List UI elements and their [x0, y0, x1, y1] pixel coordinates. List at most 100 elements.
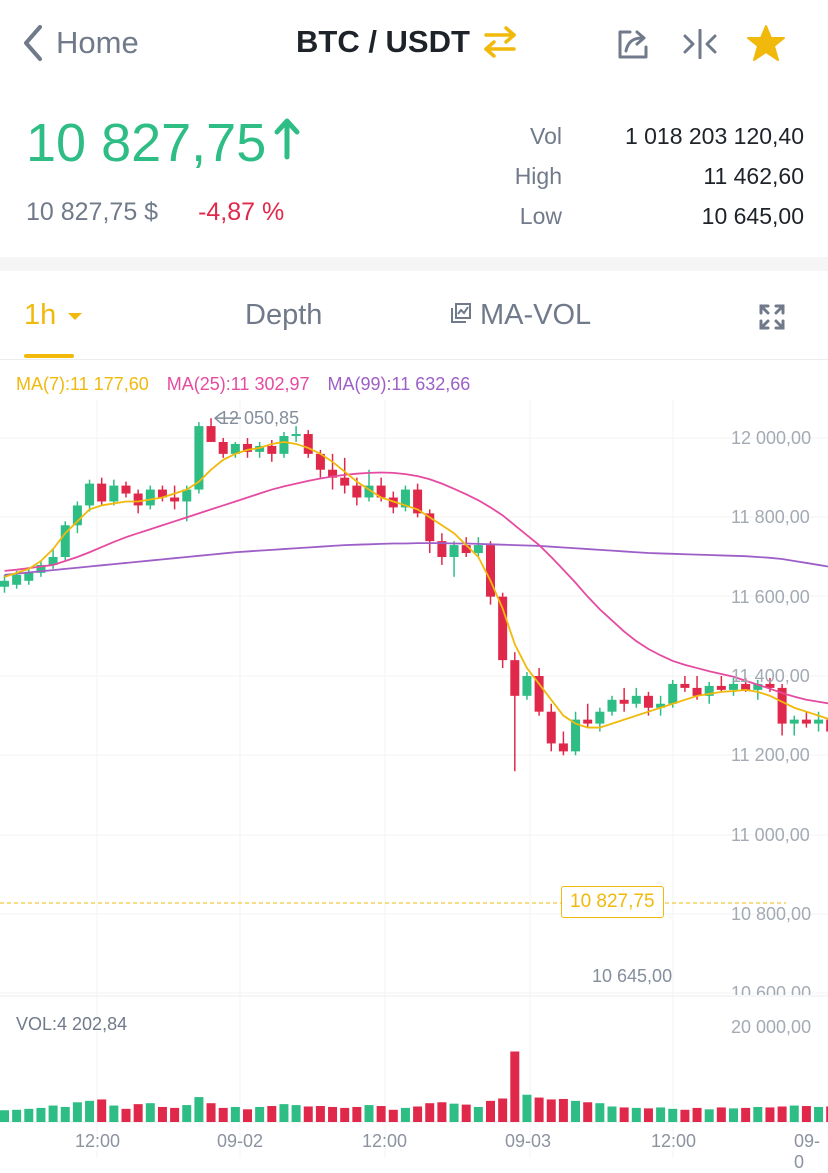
candle-body: [547, 712, 556, 744]
candle-body: [632, 696, 641, 704]
stat-label: High: [514, 163, 562, 190]
candle-body: [717, 686, 726, 690]
ma99-line: [5, 543, 828, 583]
volume-bar: [158, 1107, 167, 1122]
volume-bar: [36, 1108, 45, 1122]
volume-axis-label: 20 000,00: [731, 1017, 811, 1038]
volume-bar: [413, 1106, 422, 1122]
interval-label: 1h: [24, 299, 56, 331]
candle-body: [146, 490, 155, 506]
x-axis-label: 09-0: [794, 1131, 828, 1173]
volume-bar: [753, 1107, 762, 1122]
candle-body: [109, 486, 118, 502]
candle-body: [122, 486, 131, 494]
volume-bar: [814, 1107, 823, 1122]
volume-bar: [705, 1109, 714, 1122]
volume-bar: [474, 1107, 483, 1122]
volume-bar: [425, 1103, 434, 1122]
current-price-tag: 10 827,75: [561, 886, 664, 918]
pair-label: BTC / USDT: [296, 24, 470, 60]
volume-bar: [559, 1099, 568, 1122]
volume-bar: [729, 1108, 738, 1122]
volume-bar: [693, 1108, 702, 1122]
stat-label: Vol: [514, 123, 562, 150]
tab-depth[interactable]: Depth: [245, 299, 322, 332]
candle-body: [522, 676, 531, 696]
volume-bar: [510, 1052, 519, 1123]
ma25-label: MA(25):11 302,97: [167, 374, 310, 395]
candle-body: [352, 486, 361, 498]
volume-bar: [255, 1107, 264, 1122]
x-axis-label: 12:00: [75, 1131, 120, 1152]
y-axis-label: 11 400,00: [731, 666, 810, 687]
share-icon[interactable]: [616, 27, 650, 61]
candle-body: [12, 575, 21, 585]
candle-body: [267, 446, 276, 454]
candle-body: [583, 720, 592, 724]
change-percent: -4,87 %: [198, 198, 284, 227]
candle-body: [24, 573, 33, 581]
y-axis-label: 10 800,00: [731, 904, 811, 925]
stat-label: Low: [514, 203, 562, 230]
volume-bar: [49, 1106, 58, 1122]
volume-bar: [547, 1099, 556, 1122]
volume-bar: [304, 1106, 313, 1122]
volume-bar: [231, 1107, 240, 1122]
volume-bar: [352, 1107, 361, 1122]
compare-icon[interactable]: [682, 29, 718, 59]
x-axis-label: 09-03: [505, 1131, 551, 1152]
volume-bar: [85, 1101, 94, 1122]
stat-high: High 11 462,60: [514, 156, 804, 196]
fullscreen-icon[interactable]: [759, 304, 785, 330]
price-sub-row: 10 827,75 $ -4,87 %: [26, 198, 284, 227]
candle-body: [510, 660, 519, 696]
volume-bar: [583, 1102, 592, 1122]
candle-body: [790, 720, 799, 724]
candle-body: [207, 426, 216, 442]
candle-body: [134, 494, 143, 506]
candle-body: [535, 676, 544, 712]
x-axis-label: 12:00: [362, 1131, 407, 1152]
candle-body: [802, 720, 811, 724]
ma-legend: MA(7):11 177,60 MA(25):11 302,97 MA(99):…: [16, 374, 470, 395]
arrow-up-icon: [274, 112, 300, 174]
volume-bar: [778, 1106, 787, 1122]
pair-title[interactable]: BTC / USDT: [296, 24, 518, 60]
candlestick-chart[interactable]: [0, 400, 828, 1158]
back-button[interactable]: Home: [22, 24, 139, 62]
y-axis-label: 12 000,00: [731, 428, 811, 449]
tab-interval[interactable]: 1h: [24, 299, 82, 332]
indicator-icon: [450, 299, 472, 332]
y-axis-label: 11 800,00: [731, 507, 810, 528]
last-price: 10 827,75: [26, 112, 300, 174]
volume-bar: [680, 1110, 689, 1122]
candle-body: [450, 545, 459, 557]
volume-bar: [668, 1109, 677, 1122]
fiat-price: 10 827,75 $: [26, 198, 158, 227]
candle-body: [340, 478, 349, 486]
volume-bar: [267, 1106, 276, 1122]
candle-body: [0, 581, 9, 587]
volume-bar: [802, 1106, 811, 1122]
x-axis-label: 12:00: [651, 1131, 696, 1152]
volume-bar: [595, 1103, 604, 1122]
ma-vol-label: MA-VOL: [480, 299, 591, 332]
candle-body: [219, 442, 228, 454]
volume-bar: [134, 1104, 143, 1122]
volume-bar: [389, 1110, 398, 1122]
volume-bar: [340, 1108, 349, 1122]
last-price-value: 10 827,75: [26, 112, 266, 174]
volume-bar: [365, 1105, 374, 1122]
volume-bar: [182, 1105, 191, 1122]
volume-bar: [194, 1097, 203, 1122]
volume-bar: [717, 1107, 726, 1122]
chevron-left-icon: [22, 24, 44, 62]
volume-bar: [741, 1108, 750, 1122]
tab-ma-vol[interactable]: MA-VOL: [450, 299, 591, 332]
section-divider: [0, 257, 828, 271]
swap-icon[interactable]: [482, 25, 518, 59]
candle-body: [194, 426, 203, 489]
volume-bar: [279, 1104, 288, 1122]
star-icon[interactable]: [746, 24, 786, 62]
ma99-label: MA(99):11 632,66: [328, 374, 471, 395]
